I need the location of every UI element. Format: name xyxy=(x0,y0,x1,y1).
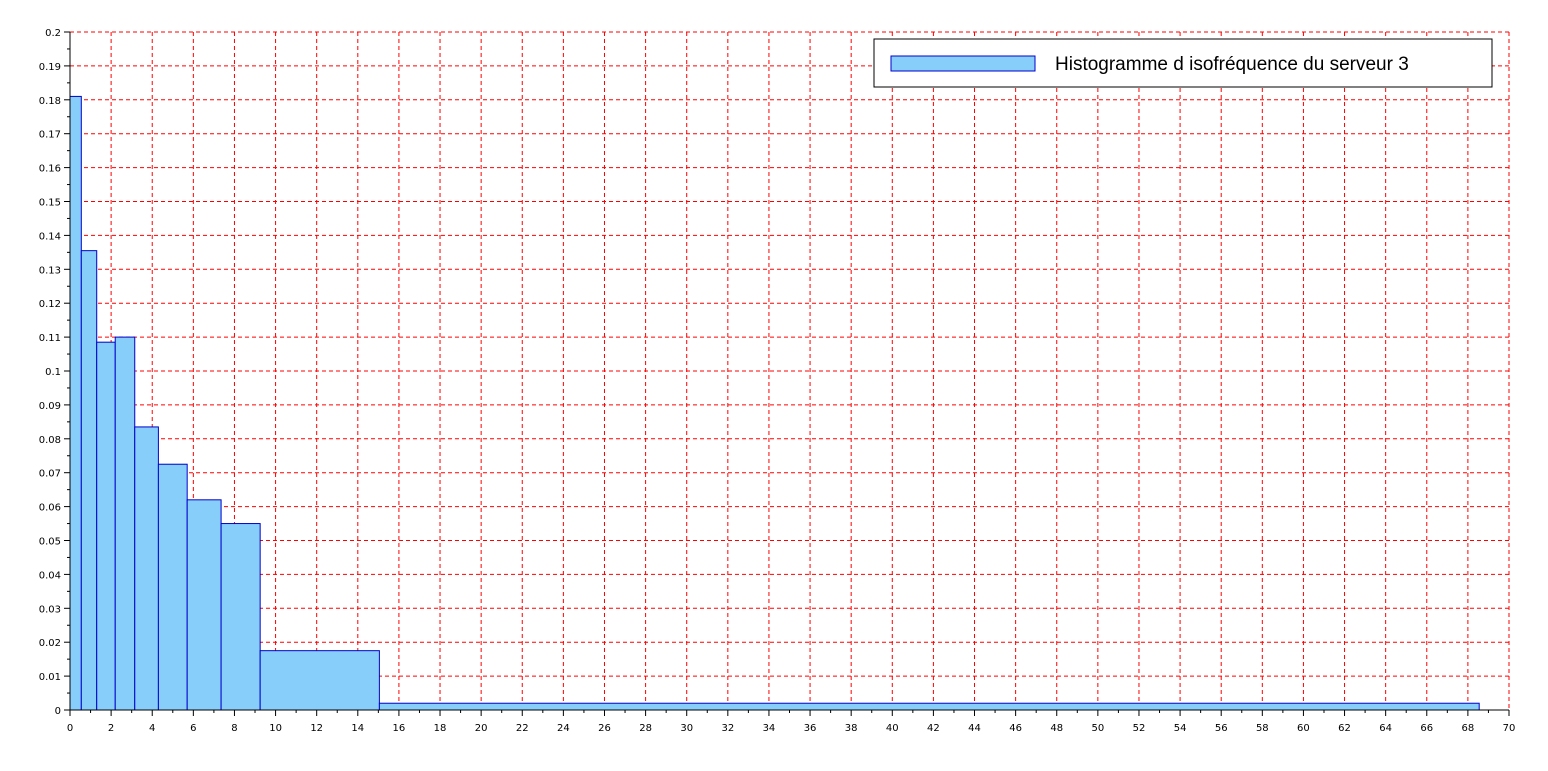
x-tick-label: 32 xyxy=(721,723,734,734)
x-tick-label: 66 xyxy=(1420,723,1433,734)
x-tick-label: 52 xyxy=(1133,723,1146,734)
x-tick-label: 40 xyxy=(886,723,899,734)
histogram-bar xyxy=(80,250,98,711)
x-tick-label: 2 xyxy=(108,723,114,734)
histogram-bar xyxy=(114,336,136,711)
x-tick-label: 14 xyxy=(351,723,364,734)
histogram-bar xyxy=(378,702,1480,711)
y-tick-label: 0.01 xyxy=(39,672,61,683)
y-tick-label: 0.18 xyxy=(39,96,61,107)
y-tick-label: 0.04 xyxy=(39,570,61,581)
y-tick-label: 0.02 xyxy=(39,638,61,649)
y-tick-label: 0.11 xyxy=(39,333,61,344)
y-tick-label: 0.14 xyxy=(39,231,61,242)
histogram-bar xyxy=(134,426,159,711)
y-tick-label: 0.09 xyxy=(39,401,61,412)
x-tick-label: 64 xyxy=(1379,723,1392,734)
y-tick-label: 0.05 xyxy=(39,537,61,548)
x-tick-label: 48 xyxy=(1050,723,1063,734)
x-tick-label: 44 xyxy=(968,723,981,734)
x-tick-label: 68 xyxy=(1462,723,1475,734)
histogram-bar xyxy=(259,650,380,711)
x-tick-label: 50 xyxy=(1091,723,1104,734)
histogram-bar xyxy=(186,499,222,711)
x-tick-label: 36 xyxy=(804,723,817,734)
histogram-bars xyxy=(69,95,1480,711)
x-tick-label: 34 xyxy=(763,723,776,734)
legend: Histogramme d isofréquence du serveur 3 xyxy=(873,38,1493,88)
y-tick-label: 0.15 xyxy=(39,198,61,209)
y-tick-label: 0.17 xyxy=(39,130,61,141)
legend-swatch xyxy=(890,55,1036,72)
legend-label: Histogramme d isofréquence du serveur 3 xyxy=(1055,54,1409,75)
x-tick-label: 30 xyxy=(680,723,693,734)
x-tick-label: 6 xyxy=(190,723,196,734)
x-tick-label: 28 xyxy=(639,723,652,734)
y-tick-label: 0.1 xyxy=(45,367,61,378)
histogram-bar xyxy=(96,341,116,711)
y-tick-label: 0.13 xyxy=(39,265,61,276)
y-tick-label: 0.03 xyxy=(39,604,61,615)
x-tick-label: 38 xyxy=(845,723,858,734)
x-tick-label: 54 xyxy=(1174,723,1187,734)
x-tick-label: 20 xyxy=(475,723,488,734)
x-tick-label: 4 xyxy=(149,723,155,734)
y-tick-label: 0.2 xyxy=(45,28,61,39)
x-tick-label: 24 xyxy=(557,723,570,734)
x-tick-label: 60 xyxy=(1297,723,1310,734)
histogram-bar xyxy=(69,95,82,711)
y-tick-label: 0.16 xyxy=(39,164,61,175)
x-tick-label: 12 xyxy=(310,723,323,734)
x-tick-label: 0 xyxy=(67,723,73,734)
x-axis-ticks: 0 2 4 6 8 10 12 14 16 18 20 22 24 26 28 30 32 34 36 38 40 42 4… xyxy=(67,710,1516,734)
x-tick-label: 42 xyxy=(927,723,940,734)
x-tick-label: 18 xyxy=(434,723,447,734)
x-tick-label: 8 xyxy=(231,723,237,734)
x-tick-label: 26 xyxy=(598,723,611,734)
plot-area-background xyxy=(70,32,1509,710)
x-tick-label: 70 xyxy=(1503,723,1516,734)
histogram-bar xyxy=(157,463,188,711)
y-tick-label: 0.07 xyxy=(39,469,61,480)
y-tick-label: 0.12 xyxy=(39,299,61,310)
histogram-bar xyxy=(220,523,261,711)
x-tick-label: 58 xyxy=(1256,723,1269,734)
x-tick-label: 56 xyxy=(1215,723,1228,734)
x-tick-label: 62 xyxy=(1338,723,1351,734)
y-axis-ticks: 0 0.01 0.02 0.03 0.04 0.05 0.06 0.07 0.08 0.09 0.1… xyxy=(39,28,70,717)
y-tick-label: 0.19 xyxy=(39,62,61,73)
x-tick-label: 46 xyxy=(1009,723,1022,734)
y-tick-label: 0.06 xyxy=(39,503,61,514)
x-tick-label: 22 xyxy=(516,723,529,734)
x-tick-label: 10 xyxy=(269,723,282,734)
y-tick-label: 0.08 xyxy=(39,435,61,446)
x-tick-label: 16 xyxy=(393,723,406,734)
y-tick-label: 0 xyxy=(55,706,61,717)
